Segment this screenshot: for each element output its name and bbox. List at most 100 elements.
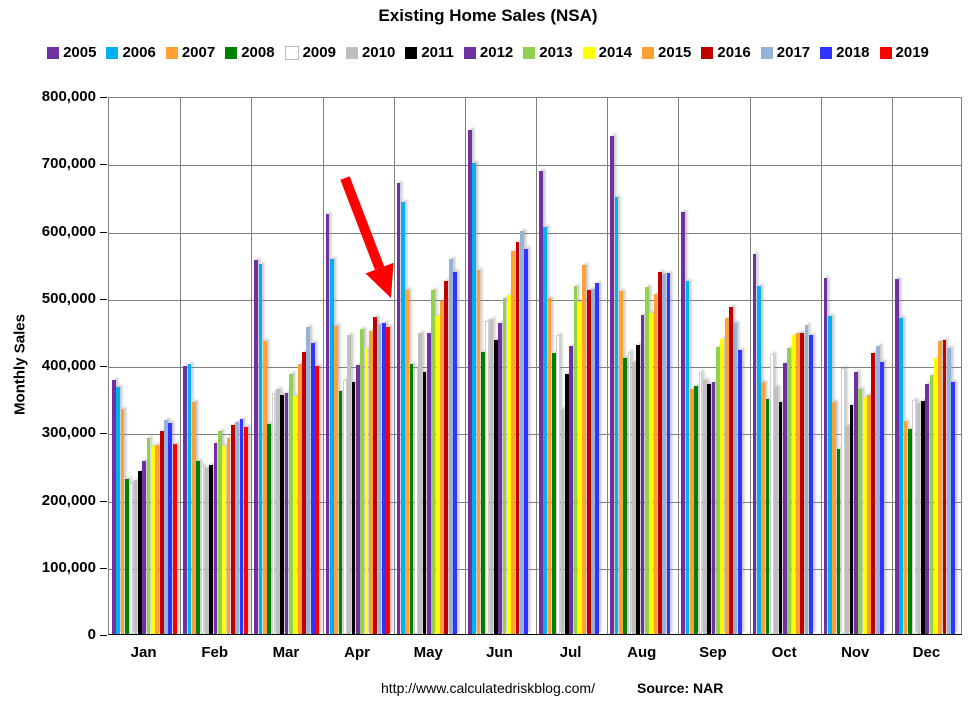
bar-2009-apr [342, 379, 347, 634]
x-axis-label-nov: Nov [841, 644, 870, 661]
bar-2008-mar [267, 423, 272, 634]
bar-2018-jan [168, 422, 173, 634]
bar-2010-jul [560, 408, 565, 634]
bar-2009-aug [627, 351, 632, 634]
bar-2007-jun [476, 269, 481, 634]
bar-2016-oct [800, 332, 805, 634]
bar-2010-sep [703, 379, 707, 634]
y-axis-tick-label-700000: 700,000 [41, 155, 96, 173]
bar-2011-may [422, 371, 427, 634]
bar-2007-nov [832, 402, 837, 634]
bar-2010-may [418, 333, 423, 634]
y-axis-tick-mark [100, 231, 107, 233]
bar-2016-feb [230, 424, 235, 634]
x-axis-label-aug: Aug [627, 644, 657, 661]
legend-item-2007: 2007 [165, 44, 216, 61]
bar-2018-apr [381, 322, 386, 634]
legend-swatch-2011 [405, 46, 418, 59]
bar-2016-mar [302, 351, 306, 634]
gridline-v-3 [322, 98, 324, 634]
legend: 2005 2006 2007 2008 2009 2010 2011 2012 2013 2014… [0, 44, 976, 61]
legend-swatch-2012 [463, 46, 476, 59]
bar-2011-feb [209, 464, 213, 634]
bar-2014-may [435, 315, 440, 634]
bar-2014-feb [222, 446, 226, 634]
bar-2010-jun [489, 319, 494, 634]
bar-2012-nov [854, 372, 858, 634]
bar-2008-aug [623, 358, 627, 634]
bar-2011-mar [280, 395, 285, 634]
bar-2006-mar [258, 264, 263, 634]
legend-swatch-2019 [879, 46, 892, 59]
bar-2017-feb [235, 421, 240, 634]
bar-2018-mar [310, 343, 315, 634]
bar-2018-feb [239, 418, 244, 634]
legend-label-2011: 2011 [421, 44, 454, 61]
bar-2013-mar [289, 373, 293, 634]
legend-item-2012: 2012 [463, 44, 513, 61]
legend-item-2005: 2005 [47, 44, 96, 61]
legend-item-2013: 2013 [523, 44, 573, 61]
y-axis-tick-mark [100, 500, 107, 502]
bar-2007-oct [761, 381, 765, 634]
bar-2016-jul [586, 290, 591, 634]
bar-2016-jan [159, 430, 164, 634]
gridline-v-7 [607, 98, 609, 634]
bar-2014-aug [649, 312, 653, 634]
bar-2018-may [453, 271, 457, 634]
legend-swatch-2018 [820, 46, 833, 59]
gridline-v-2 [251, 98, 253, 634]
bar-2008-jan [125, 478, 129, 634]
legend-item-2008: 2008 [225, 44, 275, 61]
gridline-h-300000 [109, 434, 961, 436]
bar-2014-sep [720, 339, 725, 634]
bar-2018-aug [666, 272, 671, 634]
bar-2008-apr [338, 390, 343, 634]
legend-swatch-2005 [47, 46, 60, 59]
bar-2013-feb [217, 430, 222, 634]
bar-2016-dec [942, 340, 947, 634]
y-axis-tick-mark [100, 635, 107, 636]
bar-2014-jun [506, 295, 511, 634]
bar-2009-jan [129, 482, 134, 634]
bar-2009-may [414, 368, 418, 634]
chart-title: Existing Home Sales (NSA) [378, 6, 598, 25]
bar-2013-dec [929, 375, 934, 634]
x-axis-label-apr: Apr [344, 644, 370, 661]
bar-2013-sep [716, 346, 720, 634]
bar-2011-oct [778, 402, 783, 634]
bar-2018-sep [737, 349, 742, 634]
bar-2012-apr [355, 365, 360, 634]
gridline-v-5 [464, 98, 466, 634]
bar-2018-jul [595, 282, 600, 634]
legend-swatch-2007 [165, 46, 178, 59]
bar-2008-nov [836, 449, 841, 634]
bar-2008-dec [907, 428, 912, 634]
legend-label-2017: 2017 [776, 44, 811, 61]
legend-swatch-2014 [582, 46, 595, 59]
bar-2017-aug [662, 274, 667, 634]
gridline-h-500000 [109, 299, 961, 301]
bar-2016-jun [515, 241, 520, 634]
legend-item-2018: 2018 [820, 44, 870, 61]
legend-label-2013: 2013 [539, 44, 573, 61]
bar-2007-sep [690, 388, 694, 634]
bar-2017-jul [591, 289, 595, 634]
bar-2019-jan [172, 443, 177, 634]
bar-2015-nov [867, 395, 871, 634]
x-axis-label-jul: Jul [559, 644, 582, 661]
bar-2012-aug [640, 314, 645, 634]
bar-2016-may [444, 280, 449, 634]
bar-2011-dec [920, 400, 925, 634]
bar-2005-may [396, 183, 401, 634]
legend-label-2007: 2007 [181, 44, 216, 61]
bar-2012-may [427, 333, 431, 634]
bar-2015-feb [226, 437, 231, 634]
bar-2009-sep [698, 371, 703, 634]
gridline-h-200000 [109, 501, 961, 503]
bar-2019-apr [386, 326, 391, 634]
gridline-v-6 [536, 98, 537, 634]
gridline-v-10 [820, 98, 822, 634]
bar-2015-sep [724, 317, 729, 634]
bar-2014-dec [933, 357, 938, 634]
